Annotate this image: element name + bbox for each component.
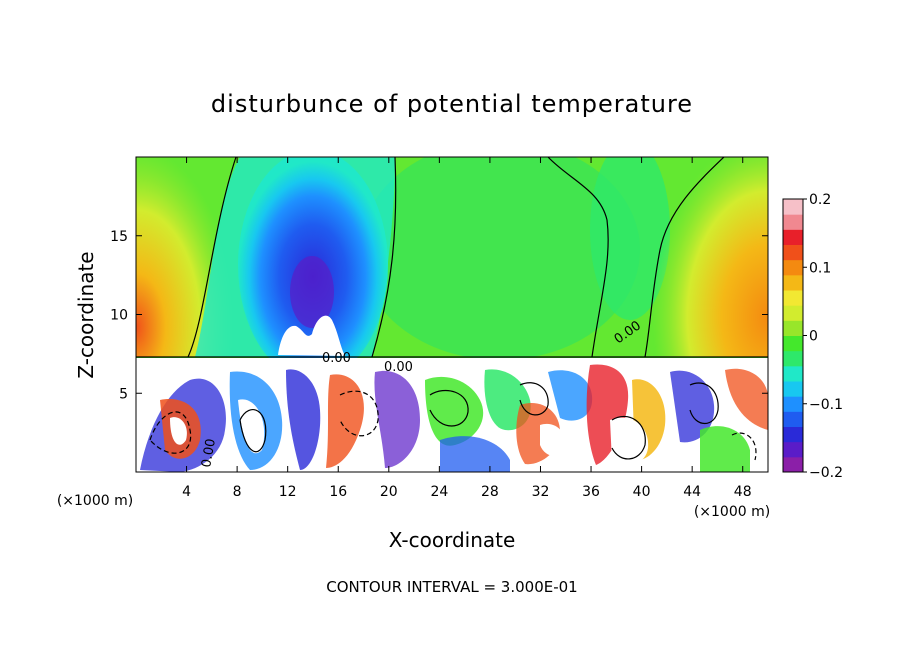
x-tick-label: 8 (233, 484, 242, 500)
y-axis-label: Z-coordinate (74, 251, 98, 378)
y-axis-ticks: 5 10 15 (110, 229, 768, 402)
contour-label-group: 0.00 0.00 0.00 0.00 (199, 318, 644, 468)
colorbar-tick-label: −0.1 (809, 397, 843, 413)
colorbar-swatch (783, 350, 803, 367)
contour-label: 0.00 (384, 360, 413, 375)
x-tick-label: 4 (182, 484, 191, 500)
field-white-lobes (278, 315, 345, 356)
x-tick-label: 32 (532, 484, 550, 500)
x-axis-unit: (×1000 m) (694, 504, 770, 520)
x-tick-label: 28 (481, 484, 499, 500)
field-green-band (360, 157, 640, 360)
colorbar-tick-label: 0 (809, 329, 818, 345)
colorbar-swatch (783, 199, 803, 215)
x-axis-label: X-coordinate (389, 528, 516, 552)
x-tick-label: 36 (582, 484, 600, 500)
colorbar-swatch (783, 305, 803, 321)
colorbar-swatch (783, 426, 803, 443)
contour-interval-note: CONTOUR INTERVAL = 3.000E-01 (326, 578, 577, 596)
colorbar-tick-label: 0.1 (809, 260, 831, 276)
field-right-warm (640, 157, 768, 357)
colorbar-swatch (783, 396, 803, 412)
y-tick-label: 5 (119, 386, 128, 402)
contour-label: 0.00 (199, 438, 219, 469)
colorbar-tick-label: −0.2 (809, 465, 843, 481)
colorbar-swatch (783, 365, 803, 382)
colorbar-swatch (783, 381, 803, 397)
y-tick-label: 15 (110, 229, 128, 245)
chart-title: disturbunce of potential temperature (211, 90, 693, 118)
colorbar-swatch (783, 214, 803, 230)
y-axis-unit: (×1000 m) (57, 493, 133, 509)
x-axis-ticks: 4 8 12 16 20 24 28 32 36 40 44 48 (182, 157, 752, 500)
colorbar-swatch (783, 229, 803, 245)
colorbar-swatch (783, 274, 803, 291)
colorbar-swatch (783, 244, 803, 261)
x-tick-label: 16 (329, 484, 347, 500)
colorbar-swatch (783, 320, 803, 336)
field-lower-blobs (140, 364, 768, 472)
contour-label: 0.00 (322, 351, 351, 366)
x-tick-label: 20 (380, 484, 398, 500)
colorbar-swatch (783, 456, 803, 473)
colorbar-tick-label: 0.2 (809, 192, 831, 208)
x-tick-label: 40 (633, 484, 651, 500)
x-tick-label: 24 (430, 484, 448, 500)
field-violet-core (290, 256, 334, 328)
colorbar-swatch (783, 411, 803, 427)
colorbar: 0.2 0.1 0 −0.1 −0.2 (782, 192, 843, 481)
colorbar-swatch (783, 335, 803, 352)
x-tick-label: 12 (279, 484, 297, 500)
colorbar-swatch (783, 441, 803, 458)
colorbar-swatch (783, 290, 803, 306)
x-tick-label: 44 (683, 484, 701, 500)
contour-lines (136, 157, 768, 461)
heatmap-field (136, 157, 768, 472)
colorbar-swatch (783, 259, 803, 276)
x-tick-label: 48 (734, 484, 752, 500)
y-tick-label: 10 (110, 308, 128, 324)
